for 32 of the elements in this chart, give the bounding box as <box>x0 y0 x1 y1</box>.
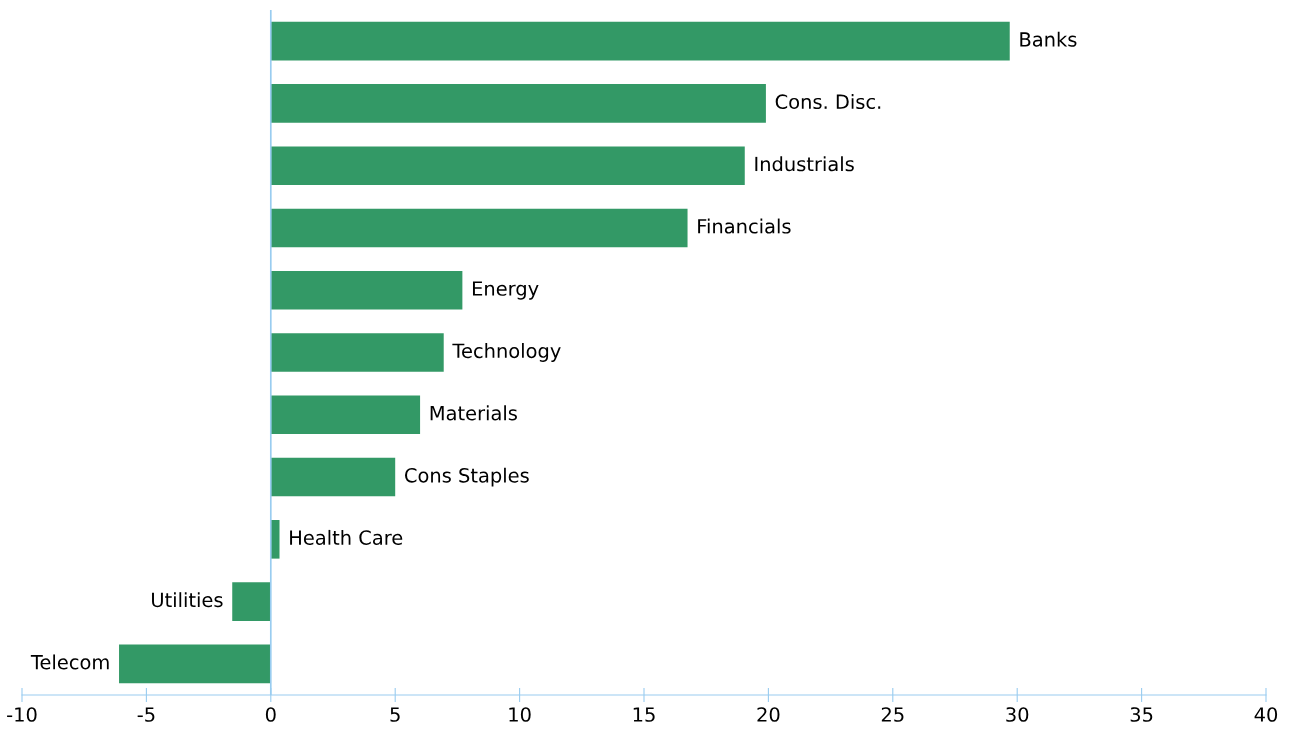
y-tick-label: Industrials <box>755 156 854 172</box>
x-tick-label: 30 <box>1006 707 1029 722</box>
bar <box>119 644 271 684</box>
bar <box>270 333 444 372</box>
x-tick-label: 20 <box>757 707 780 722</box>
bar <box>270 457 396 497</box>
y-tick-label: Telecom <box>30 654 109 670</box>
x-tick-label: -10 <box>7 707 37 722</box>
y-tick-label: Financials <box>698 218 791 234</box>
y-tick-label: Energy <box>472 281 539 300</box>
y-tick-label: Banks <box>1020 31 1077 47</box>
x-tick-label: 25 <box>881 707 904 722</box>
bar <box>270 146 745 185</box>
bar <box>232 582 271 621</box>
y-tick-label: Health Care <box>290 529 403 545</box>
bar <box>270 270 463 310</box>
x-tick-label: -5 <box>137 707 155 722</box>
bar <box>270 21 1010 61</box>
x-tick-label: 5 <box>390 707 400 722</box>
y-tick-label: Materials <box>430 405 517 421</box>
x-tick-label: 10 <box>509 707 531 722</box>
y-tick-label: Technology <box>452 343 561 362</box>
x-tick-label: 15 <box>633 707 655 722</box>
x-tick-label: 35 <box>1130 707 1153 722</box>
y-tick-label: Cons Staples <box>405 467 529 487</box>
bar <box>270 84 766 123</box>
bar <box>270 395 421 435</box>
y-tick-label: Cons. Disc. <box>775 94 881 110</box>
x-tick-label: 0 <box>265 707 276 722</box>
bar <box>270 208 688 248</box>
y-tick-label: Utilities <box>152 592 223 608</box>
x-tick-label: 40 <box>1254 707 1278 722</box>
